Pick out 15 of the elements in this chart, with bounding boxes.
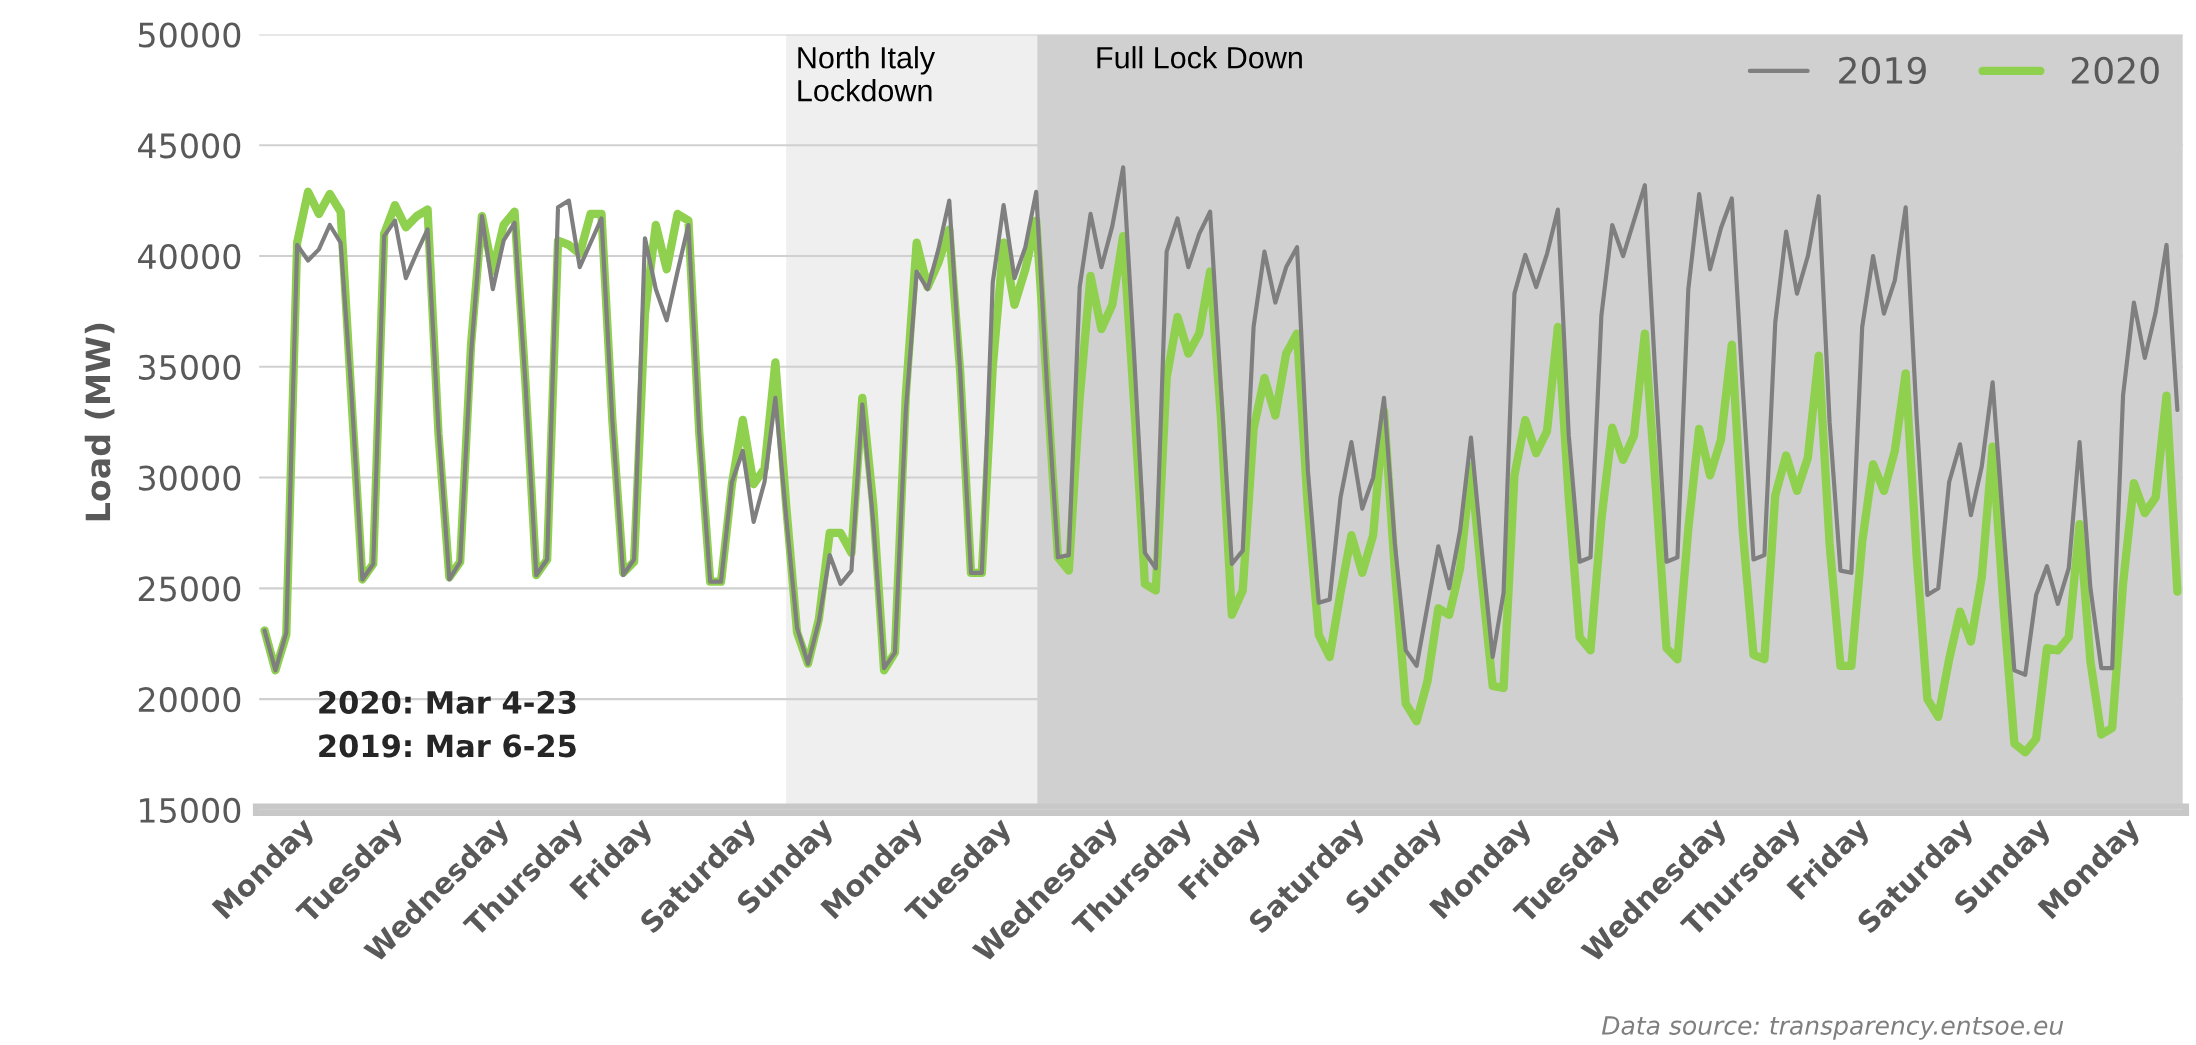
y-tick-label: 20000 bbox=[138, 687, 241, 713]
y-tick-label: 30000 bbox=[138, 465, 241, 491]
legend-label: 2019 bbox=[1839, 56, 1926, 85]
legend-label: 2020 bbox=[2071, 56, 2159, 85]
y-tick-label: 40000 bbox=[138, 243, 241, 270]
y-tick-label: 45000 bbox=[138, 133, 241, 159]
annotation: North Italy Lockdown bbox=[798, 46, 936, 102]
annotation: 2020: Mar 4-23 2019: Mar 6-25 bbox=[319, 690, 576, 758]
y-tick-label: 50000 bbox=[138, 22, 241, 48]
annotation: Full Lock Down bbox=[1097, 46, 1302, 69]
line-series bbox=[262, 165, 2180, 677]
y-axis-title: Load (MW) bbox=[84, 323, 115, 521]
y-tick-label: 35000 bbox=[138, 354, 241, 380]
y-tick-label: 25000 bbox=[138, 576, 241, 602]
source-note: Data source: transparency.entsoe.eu bbox=[1601, 1016, 2064, 1040]
